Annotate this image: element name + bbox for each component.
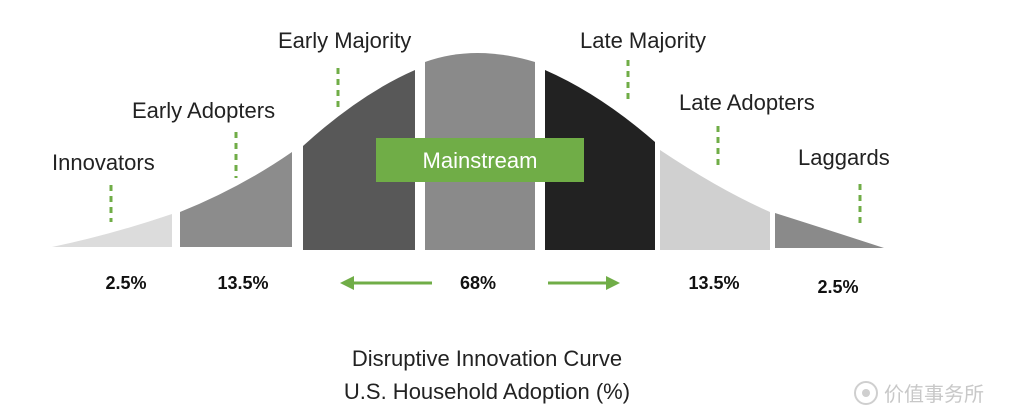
segment-innovators <box>52 214 172 247</box>
label-early-adopters: Early Adopters <box>132 98 275 123</box>
segment-late-majority <box>545 70 655 250</box>
right-arrow-head-icon <box>606 276 620 290</box>
label-late-adopters: Late Adopters <box>679 90 815 115</box>
segment-early-adopters <box>180 152 292 247</box>
label-innovators: Innovators <box>52 150 155 175</box>
segment-early-majority <box>303 70 415 250</box>
watermark: 价值事务所 <box>854 381 984 406</box>
label-laggards: Laggards <box>798 145 890 170</box>
watermark-text: 价值事务所 <box>884 382 984 406</box>
segment-late-adopters <box>660 150 770 250</box>
watermark-logo-icon <box>854 381 878 405</box>
percent-laggards: 2.5% <box>817 277 858 297</box>
mainstream-arrows <box>340 276 620 290</box>
watermark-logo-inner-icon <box>862 389 870 397</box>
percent-late-adopters: 13.5% <box>688 273 739 293</box>
title-line2: U.S. Household Adoption (%) <box>344 379 630 404</box>
label-late-majority: Late Majority <box>580 28 706 53</box>
mainstream-badge <box>376 138 584 182</box>
label-early-majority: Early Majority <box>278 28 411 53</box>
percent-mainstream: 68% <box>460 273 496 293</box>
dashed-connectors <box>109 60 862 228</box>
percent-innovators: 2.5% <box>105 273 146 293</box>
title-line1: Disruptive Innovation Curve <box>352 346 622 371</box>
mainstream-label: Mainstream <box>423 148 538 173</box>
segment-laggards <box>775 213 884 248</box>
percent-early-adopters: 13.5% <box>217 273 268 293</box>
left-arrow-head-icon <box>340 276 354 290</box>
